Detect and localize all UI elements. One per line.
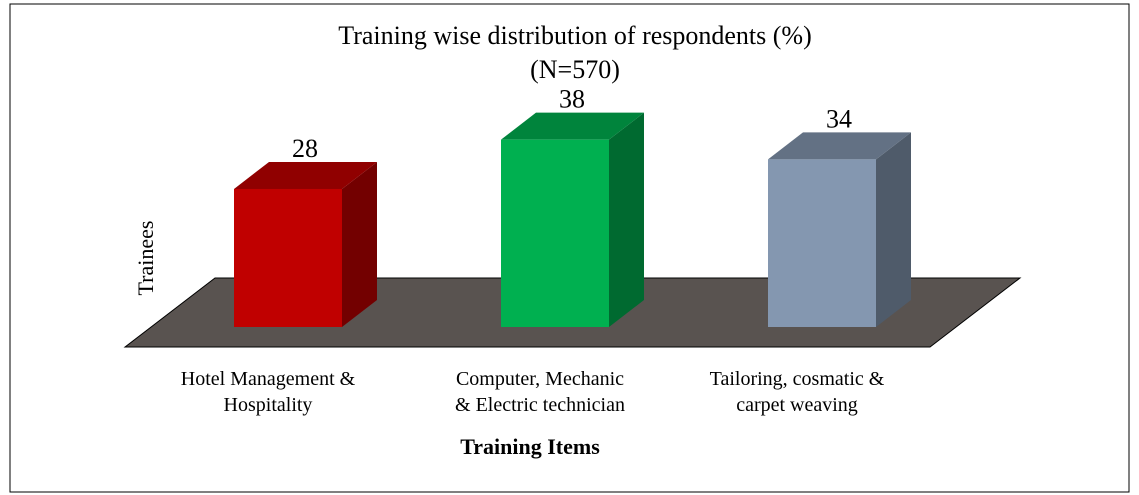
- data-label: 34: [826, 104, 852, 133]
- bar-top: [768, 132, 911, 160]
- x-tick-label: Hotel Management & Hospitality: [180, 368, 356, 416]
- x-tick-label: Computer, Mechanic & Electric technician: [455, 368, 625, 416]
- bar-top: [501, 112, 644, 140]
- bar-top: [234, 161, 377, 189]
- x-tick-label: Tailoring, cosmatic & carpet weaving: [709, 368, 885, 416]
- x-axis-label: Training Items: [460, 434, 600, 459]
- bar-side: [342, 161, 377, 327]
- data-label: 28: [292, 134, 318, 163]
- bar: [234, 188, 342, 327]
- chart-title: Training wise distribution of respondent…: [338, 21, 812, 50]
- chart-border: [9, 3, 1130, 493]
- y-axis-label: Trainees: [133, 221, 158, 296]
- bar-side: [609, 112, 644, 327]
- bar: [501, 139, 609, 327]
- data-label: 38: [559, 85, 585, 114]
- bar-side: [876, 132, 911, 327]
- bar: [768, 159, 876, 327]
- chart-subtitle: (N=570): [530, 55, 620, 84]
